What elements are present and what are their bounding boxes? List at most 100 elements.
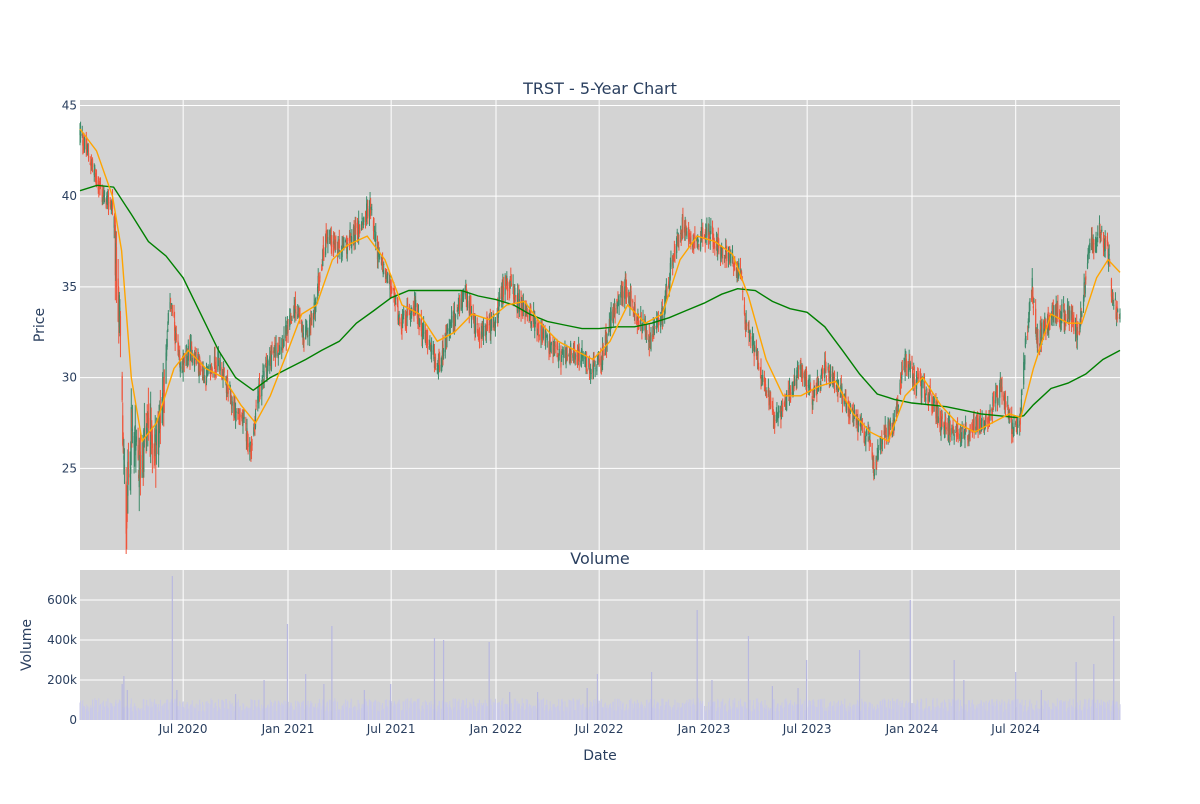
candle-body [1057, 303, 1059, 313]
volume-bar [367, 705, 369, 720]
volume-bar [481, 705, 483, 720]
volume-bar [227, 709, 229, 720]
candle-body [361, 217, 363, 219]
volume-bar [801, 708, 803, 720]
candle-body [1033, 300, 1035, 303]
volume-bar [745, 709, 747, 720]
candle-body [339, 250, 341, 252]
candle-body [1106, 240, 1109, 243]
volume-bar [839, 705, 841, 720]
volume-bar [259, 707, 261, 720]
volume-bar [941, 701, 943, 720]
volume-bar [426, 708, 428, 720]
volume-bar [665, 701, 667, 720]
candle-body [461, 291, 463, 303]
volume-bar [693, 708, 695, 720]
volume-bar [799, 698, 801, 720]
volume-bar [489, 700, 491, 720]
candle-body [195, 356, 197, 364]
volume-bar [522, 706, 524, 720]
volume-bar [685, 702, 687, 720]
volume-bar [612, 702, 614, 720]
volume-bar [362, 708, 364, 720]
candle-body [604, 352, 606, 356]
candle-body [530, 321, 532, 327]
candle-body [562, 349, 564, 358]
candle-body [869, 433, 871, 441]
volume-bar [781, 707, 783, 720]
candle-body [1099, 229, 1101, 237]
candle-body [249, 442, 251, 452]
candle-body [574, 348, 576, 358]
volume-bar [572, 698, 574, 720]
candle-body [337, 240, 339, 255]
candle-body [283, 334, 285, 347]
candle-body [829, 371, 832, 377]
candle-body [965, 430, 967, 432]
candle-body [589, 368, 591, 371]
candle-body [389, 286, 392, 292]
volume-bar [357, 699, 359, 720]
candle-body [384, 272, 387, 274]
candle-body [589, 370, 592, 375]
candle-body [529, 314, 531, 320]
volume-bar [649, 699, 651, 720]
volume-bar [346, 706, 348, 720]
volume-bar [797, 688, 799, 720]
volume-bar [802, 703, 804, 720]
candle-body [514, 287, 516, 295]
volume-bar [501, 707, 503, 720]
volume-bar [1060, 702, 1062, 720]
volume-bar [101, 702, 103, 720]
volume-bar [349, 708, 351, 720]
volume-bar [763, 707, 765, 720]
volume-bar [764, 699, 766, 720]
volume-bar [1087, 709, 1089, 720]
volume-bar [884, 699, 886, 720]
volume-bar [361, 704, 363, 720]
volume-bar [570, 708, 572, 720]
candle-body [355, 222, 357, 228]
candle-body [812, 399, 814, 406]
volume-bar [517, 709, 519, 720]
volume-bar [900, 707, 902, 720]
volume-bar [726, 711, 728, 720]
volume-bar [923, 710, 925, 720]
candle-body [123, 455, 125, 460]
volume-bar [195, 708, 197, 720]
volume-bar [261, 708, 263, 720]
candle-body [953, 434, 955, 441]
volume-bar [95, 710, 97, 720]
candle-body [122, 415, 124, 445]
volume-bar [1111, 705, 1113, 720]
volume-bar [223, 708, 225, 720]
candle-body [346, 246, 348, 255]
volume-bar [785, 698, 787, 720]
volume-bar [884, 700, 886, 720]
candle-body [724, 255, 726, 259]
volume-bar [512, 711, 514, 720]
volume-bar [758, 711, 760, 720]
volume-bar [1101, 705, 1103, 720]
candle-body [476, 323, 478, 325]
volume-bar [1031, 703, 1033, 720]
candle-body [801, 369, 804, 378]
volume-bar [648, 702, 650, 720]
candle-body [957, 432, 959, 439]
volume-bar [969, 707, 971, 720]
candle-body [714, 246, 716, 249]
candle-body [155, 442, 157, 463]
volume-bar [243, 709, 245, 720]
volume-bar [342, 705, 344, 720]
candle-body [799, 364, 801, 370]
candle-body [506, 281, 508, 292]
candle-body [526, 315, 528, 318]
volume-bar [202, 704, 204, 720]
volume-bar [976, 707, 978, 720]
candle-body [725, 248, 727, 250]
candle-body [462, 293, 464, 300]
candle-body [556, 346, 559, 351]
volume-bar [1068, 709, 1070, 720]
volume-bar [198, 710, 200, 720]
candle-body [967, 434, 970, 441]
